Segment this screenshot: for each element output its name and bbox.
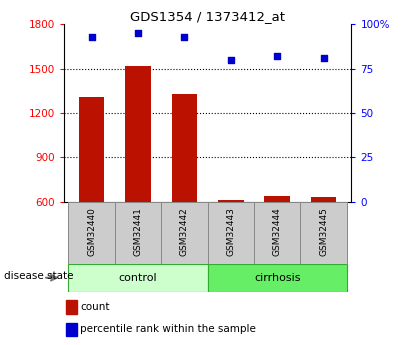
Point	[135, 30, 141, 36]
Point	[88, 34, 95, 39]
FancyBboxPatch shape	[161, 202, 208, 264]
Bar	[172, 94, 197, 202]
FancyBboxPatch shape	[68, 202, 115, 264]
Text: GSM32443: GSM32443	[226, 207, 235, 256]
FancyBboxPatch shape	[254, 202, 300, 264]
Text: percentile rank within the sample: percentile rank within the sample	[80, 325, 256, 334]
Text: GSM32441: GSM32441	[134, 207, 143, 256]
Point	[181, 34, 188, 39]
FancyBboxPatch shape	[208, 264, 347, 292]
Bar	[125, 66, 151, 202]
Text: count: count	[80, 302, 110, 312]
Bar	[218, 200, 244, 202]
Bar	[79, 97, 104, 202]
Text: GSM32445: GSM32445	[319, 207, 328, 256]
Point	[227, 57, 234, 62]
Point	[274, 53, 280, 59]
Text: cirrhosis: cirrhosis	[254, 273, 300, 283]
Title: GDS1354 / 1373412_at: GDS1354 / 1373412_at	[130, 10, 285, 23]
FancyBboxPatch shape	[68, 264, 208, 292]
Text: GSM32442: GSM32442	[180, 207, 189, 256]
Text: disease state: disease state	[4, 271, 74, 281]
Text: control: control	[119, 273, 157, 283]
Point	[320, 55, 327, 61]
FancyBboxPatch shape	[208, 202, 254, 264]
FancyBboxPatch shape	[115, 202, 161, 264]
Bar	[264, 196, 290, 202]
FancyBboxPatch shape	[300, 202, 347, 264]
Text: GSM32440: GSM32440	[87, 207, 96, 256]
Bar	[311, 197, 336, 202]
Text: GSM32444: GSM32444	[272, 207, 282, 256]
